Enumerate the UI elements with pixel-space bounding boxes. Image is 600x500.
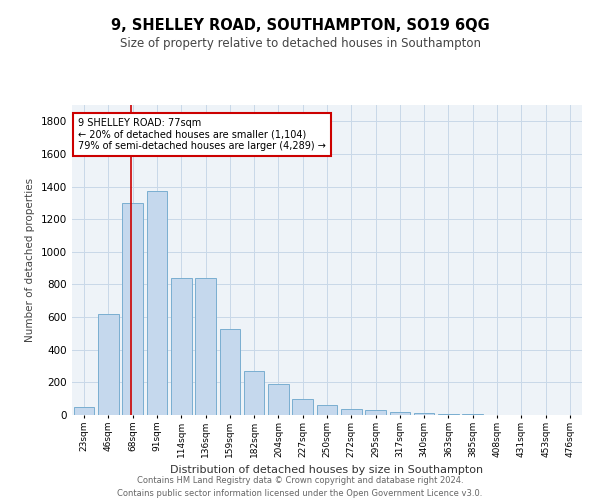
Bar — [389, 412, 410, 415]
Bar — [317, 405, 337, 415]
Bar — [171, 278, 191, 415]
X-axis label: Distribution of detached houses by size in Southampton: Distribution of detached houses by size … — [170, 466, 484, 475]
Bar — [292, 398, 313, 415]
Bar — [220, 328, 240, 415]
Bar — [341, 410, 362, 415]
Bar — [463, 414, 483, 415]
Text: 9, SHELLEY ROAD, SOUTHAMPTON, SO19 6QG: 9, SHELLEY ROAD, SOUTHAMPTON, SO19 6QG — [110, 18, 490, 32]
Bar — [438, 414, 459, 415]
Bar — [74, 407, 94, 415]
Bar — [195, 278, 216, 415]
Bar — [244, 371, 265, 415]
Text: Size of property relative to detached houses in Southampton: Size of property relative to detached ho… — [119, 38, 481, 51]
Bar — [98, 314, 119, 415]
Text: Contains HM Land Registry data © Crown copyright and database right 2024.
Contai: Contains HM Land Registry data © Crown c… — [118, 476, 482, 498]
Bar — [122, 203, 143, 415]
Y-axis label: Number of detached properties: Number of detached properties — [25, 178, 35, 342]
Bar — [365, 410, 386, 415]
Bar — [268, 384, 289, 415]
Bar — [414, 414, 434, 415]
Text: 9 SHELLEY ROAD: 77sqm
← 20% of detached houses are smaller (1,104)
79% of semi-d: 9 SHELLEY ROAD: 77sqm ← 20% of detached … — [78, 118, 326, 152]
Bar — [146, 192, 167, 415]
